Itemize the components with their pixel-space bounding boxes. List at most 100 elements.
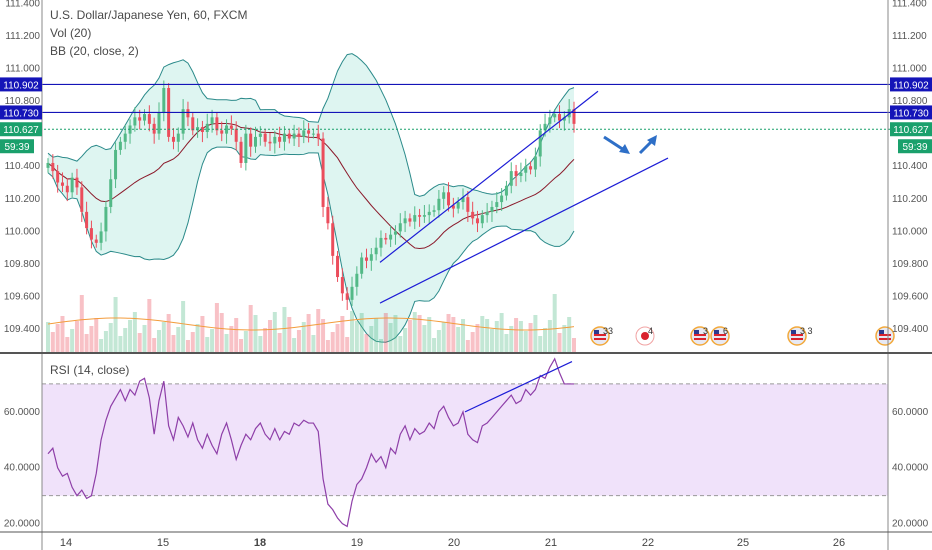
candle-body: [297, 133, 301, 137]
candle-body: [287, 133, 291, 139]
candle-body: [422, 215, 426, 217]
candle-body: [210, 117, 214, 124]
price-tick-left: 110.000: [5, 226, 41, 237]
volume-bar: [113, 297, 118, 352]
candle-body: [75, 177, 79, 188]
candle-body: [220, 130, 224, 134]
volume-bar: [277, 333, 282, 352]
time-tick: 18: [254, 537, 266, 549]
volume-bar: [485, 319, 490, 352]
candle-body: [451, 205, 455, 209]
us-flag-canton: [694, 330, 699, 334]
volume-bar: [253, 315, 258, 352]
candle-body: [268, 141, 272, 144]
candle-body: [529, 166, 533, 170]
candle-body: [292, 133, 296, 139]
time-tick: 21: [545, 537, 557, 549]
candle-body: [186, 109, 190, 118]
rsi-tick-right: 40.0000: [892, 463, 929, 474]
candle-body: [200, 127, 204, 132]
candle-body: [350, 286, 354, 300]
us-flag-stripe: [714, 334, 726, 336]
candle-body: [543, 123, 547, 131]
bollinger-upper-band: [47, 53, 575, 197]
volume-bar: [345, 337, 350, 352]
candle-body: [495, 202, 499, 207]
candle-body: [369, 254, 373, 261]
candle-body: [461, 197, 465, 203]
candle-body: [553, 114, 557, 118]
candle-body: [307, 130, 311, 134]
badge-left-low: 110.730: [3, 108, 39, 119]
us-flag-stripe: [879, 338, 891, 340]
badge-left-last: 110.627: [3, 125, 39, 136]
candle-body: [538, 130, 542, 157]
volume-legend: Vol (20): [50, 26, 92, 40]
volume-bar: [60, 316, 65, 352]
candle-body: [509, 171, 513, 186]
price-tick-left: 109.800: [4, 259, 41, 270]
volume-bar: [46, 322, 50, 352]
us-flag-stripe: [594, 334, 606, 336]
candle-body: [384, 237, 388, 240]
us-flag-stripe: [879, 334, 891, 336]
candle-body: [234, 128, 238, 142]
volume-bar: [465, 340, 470, 352]
volume-bar: [446, 314, 451, 352]
up-arrow-head: [647, 135, 657, 146]
volume-bar: [103, 331, 108, 352]
event-count: 4: [648, 326, 653, 336]
candle-body: [239, 141, 243, 163]
volume-bar: [118, 336, 123, 352]
candle-body: [393, 231, 397, 235]
candle-body: [364, 257, 368, 261]
us-flag-canton: [594, 330, 599, 334]
rsi-pane: [42, 357, 888, 528]
candle-body: [138, 117, 142, 121]
price-tick-left: 111.000: [5, 63, 40, 74]
price-tick-right: 111.200: [892, 31, 927, 42]
volume-bar: [200, 316, 205, 352]
volume-bar: [359, 313, 364, 352]
candle-body: [331, 223, 335, 256]
candle-body: [490, 206, 494, 212]
candle-body: [60, 182, 64, 186]
price-tick-left: 109.400: [4, 324, 41, 335]
volume-bar: [234, 318, 239, 352]
bollinger-lower-band: [47, 146, 575, 343]
time-tick: 22: [642, 537, 654, 549]
volume-bar: [374, 318, 379, 352]
time-tick: 25: [737, 537, 749, 549]
candle-body: [398, 223, 402, 232]
volume-bar: [436, 330, 441, 352]
channel-upper-line: [379, 90, 599, 263]
volume-bar: [166, 314, 171, 352]
volume-bar: [572, 338, 576, 352]
rsi-tick-right: 20.0000: [892, 519, 929, 530]
volume-bar: [137, 333, 142, 352]
candle-body: [114, 149, 118, 180]
us-flag-canton: [714, 330, 719, 334]
candle-body: [104, 206, 108, 232]
candle-body: [389, 234, 393, 240]
candle-body: [80, 187, 84, 212]
volume-bar: [229, 326, 234, 352]
volume-bar: [393, 315, 398, 352]
volume-bar: [181, 301, 186, 352]
candle-body: [321, 138, 325, 207]
volume-bar: [311, 335, 316, 352]
candle-body: [89, 228, 93, 240]
volume-bar: [84, 334, 89, 352]
us-flag-stripe: [714, 338, 726, 340]
us-flag-stripe: [694, 338, 706, 340]
price-tick-left: 110.800: [5, 96, 41, 107]
badge-left-last-bg: [0, 122, 42, 137]
volume-bar: [523, 331, 528, 352]
price-tick-left: 110.400: [5, 161, 41, 172]
volume-bar: [547, 320, 552, 352]
volume-bar: [470, 332, 475, 352]
candle-body: [133, 117, 137, 126]
volume-bar: [219, 313, 224, 352]
jp-flag-dot: [641, 332, 649, 340]
